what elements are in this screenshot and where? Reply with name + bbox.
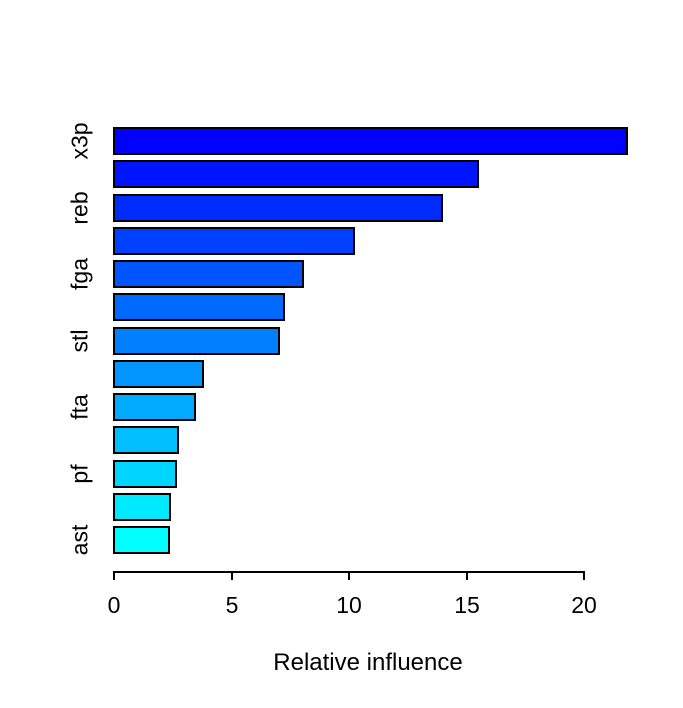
x-tick-15 — [466, 573, 468, 580]
y-axis-label-pf: pf — [66, 464, 93, 484]
x-tick-label-0: 0 — [107, 592, 121, 618]
bar-fta — [113, 393, 196, 421]
x-axis-title: Relative influence — [273, 649, 463, 676]
y-axis-label-x3p: x3p — [66, 122, 93, 160]
bar-unlabeled-10 — [113, 426, 179, 454]
bar-reb — [113, 194, 443, 222]
bar-unlabeled-12 — [113, 493, 171, 521]
x-tick-label-5: 5 — [225, 592, 239, 618]
bar-ast — [113, 526, 170, 554]
bar-unlabeled-6 — [113, 293, 285, 321]
x-tick-label-10: 10 — [336, 592, 362, 618]
x-axis-line — [113, 571, 585, 573]
y-axis-label-ast: ast — [66, 524, 93, 556]
bar-fga — [113, 260, 304, 288]
y-axis-label-fta: fta — [66, 394, 93, 420]
bar-stl — [113, 327, 280, 355]
x-tick-label-20: 20 — [571, 592, 597, 618]
bar-unlabeled-4 — [113, 227, 355, 255]
y-axis-label-fga: fga — [66, 258, 93, 290]
x-tick-0 — [113, 573, 115, 580]
y-axis-label-reb: reb — [66, 191, 93, 225]
x-tick-label-15: 15 — [454, 592, 480, 618]
bar-x3p — [113, 127, 628, 155]
x-tick-5 — [231, 573, 233, 580]
y-axis-label-stl: stl — [66, 329, 93, 353]
x-tick-10 — [348, 573, 350, 580]
x-tick-20 — [583, 573, 585, 580]
bar-unlabeled-2 — [113, 160, 479, 188]
bar-pf — [113, 460, 177, 488]
bar-unlabeled-8 — [113, 360, 204, 388]
